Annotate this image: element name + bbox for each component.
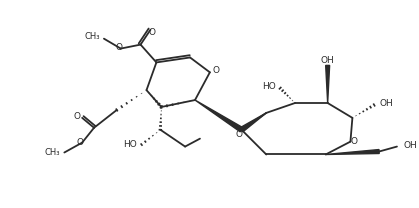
Text: HO: HO xyxy=(262,82,276,91)
Text: OH: OH xyxy=(404,141,418,150)
Text: O: O xyxy=(74,112,81,121)
Text: HO: HO xyxy=(123,140,137,149)
Polygon shape xyxy=(240,113,266,132)
Text: O: O xyxy=(351,137,358,146)
Text: O: O xyxy=(149,28,156,37)
Text: O: O xyxy=(212,66,219,75)
Text: OH: OH xyxy=(321,56,334,65)
Text: O: O xyxy=(77,138,84,147)
Text: CH₃: CH₃ xyxy=(85,32,100,41)
Text: O: O xyxy=(115,43,122,52)
Text: OH: OH xyxy=(379,99,393,108)
Polygon shape xyxy=(326,65,330,103)
Polygon shape xyxy=(326,150,379,155)
Text: O: O xyxy=(235,130,242,139)
Polygon shape xyxy=(195,100,243,132)
Text: CH₃: CH₃ xyxy=(45,148,60,157)
